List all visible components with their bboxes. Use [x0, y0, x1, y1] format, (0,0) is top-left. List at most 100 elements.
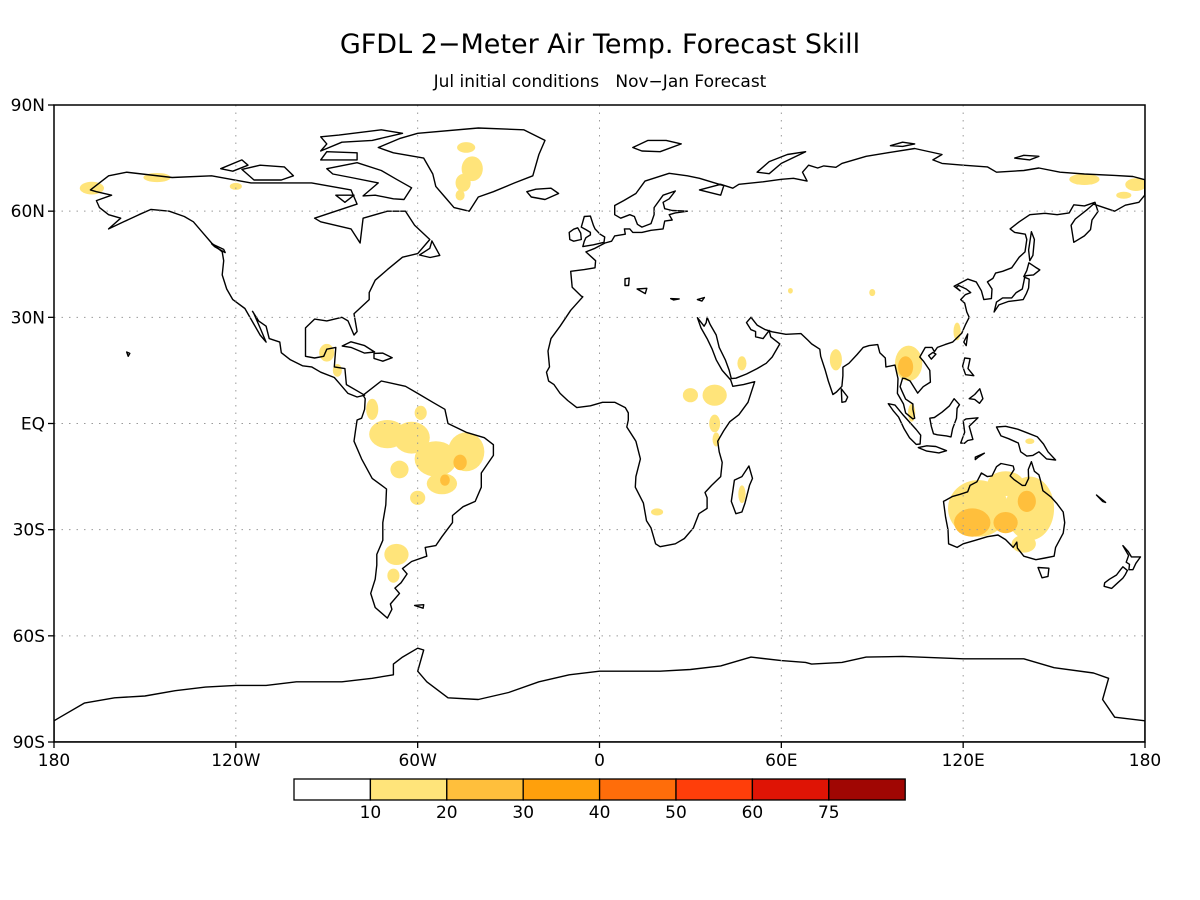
coastline-newfoundland [418, 240, 441, 259]
coastline-sumatra [887, 403, 922, 446]
skill-region-amazon-central [393, 421, 430, 454]
legend-label: 20 [436, 803, 458, 823]
coastline-southampton-island [335, 194, 355, 203]
skill-region-greenland-southwest [455, 189, 465, 201]
coastline-baffin-island [326, 162, 413, 201]
coastline-svalbard [632, 139, 682, 153]
skill-region-brazil-south-core [440, 474, 450, 486]
coastline-new-zealand-north [1122, 544, 1142, 571]
coastline-crete [670, 297, 680, 301]
skill-region-brazil-central [414, 441, 458, 477]
legend-label: 60 [742, 803, 764, 823]
coastline-victoria-island [241, 164, 295, 181]
skill-region-iran [788, 287, 793, 294]
skill-region-australia-central-core [993, 511, 1018, 534]
coastline-sicily [636, 287, 648, 295]
skill-region-greenland-north [457, 142, 476, 153]
skill-region-australia-north [987, 471, 1024, 497]
legend-label: 10 [360, 803, 382, 823]
skill-region-india [829, 349, 842, 371]
skill-region-greenland-south [455, 174, 471, 192]
coastline-falklands [413, 604, 425, 609]
legend-label: 75 [818, 803, 840, 823]
coastline-cuba [341, 341, 376, 354]
coastline-antarctica [54, 647, 1145, 742]
skill-region-patagonia [384, 543, 409, 566]
legend-label: 40 [589, 803, 611, 823]
legend-swatch [675, 778, 754, 801]
coastline-devon-island [320, 151, 358, 161]
skill-region-colombia [366, 398, 379, 420]
coastline-java [917, 445, 948, 454]
coastline-banks-island [220, 159, 249, 172]
skill-region-canada-north-mid [229, 182, 242, 190]
coastline-hainan [927, 351, 937, 360]
legend-swatch [751, 778, 830, 801]
lon-label: 120W [211, 751, 260, 771]
lon-label: 60E [765, 751, 797, 771]
coastline-novaya-zemlya [756, 151, 807, 175]
coastline-taiwan [963, 333, 969, 347]
coastline-great-britain [580, 215, 606, 248]
lat-label: 60S [13, 627, 45, 647]
lat-label: 60N [11, 202, 45, 222]
skill-region-paraguay [410, 490, 426, 505]
skill-region-greenland-east [461, 156, 483, 182]
coastline-timor [974, 452, 986, 461]
coastline-iceland [526, 187, 560, 201]
coastline-sulawesi [960, 417, 979, 444]
coastline-sri-lanka [840, 388, 849, 403]
map-area [54, 105, 1145, 742]
coastline-hispaniola [373, 352, 393, 362]
coastline-hokkaido [1023, 262, 1041, 278]
skill-region-australia-sw-core [954, 508, 991, 537]
gridline-layer [54, 105, 1145, 742]
chart-subtitle: Jul initial conditions Nov−Jan Forecast [433, 72, 767, 92]
lon-label: 0 [594, 751, 605, 771]
legend-swatch [293, 778, 372, 801]
skill-region-new-guinea-skill [1025, 438, 1035, 445]
skill-region-central-africa [682, 388, 698, 403]
coastline-sardinia [624, 277, 630, 287]
skill-shading-layer [79, 142, 1145, 583]
skill-region-tibet [869, 289, 876, 297]
color-legend: 10 20 30 40 50 60 75 [293, 778, 906, 823]
longitude-labels: 180 120W 60W 0 60E 120E 180 [38, 751, 1161, 771]
axis-ticks [48, 104, 1146, 748]
coastline-new-siberian-islands [1014, 154, 1040, 161]
lon-label: 60W [398, 751, 437, 771]
legend-label: 30 [512, 803, 534, 823]
legend-swatch [522, 778, 601, 801]
skill-region-brazil-east-core [453, 454, 467, 471]
coastline-madagascar [730, 465, 754, 515]
chart-title: GFDL 2−Meter Air Temp. Forecast Skill [340, 29, 860, 60]
coastline-north-america [89, 171, 431, 398]
coastline-luzon [961, 357, 975, 377]
lat-label: 90S [13, 733, 45, 753]
skill-region-madagascar-skill [738, 485, 746, 504]
lat-label: EQ [21, 415, 45, 435]
coastline-japan [993, 276, 1030, 313]
coastline-new-zealand-south [1103, 566, 1129, 590]
skill-region-siberia-east [1069, 173, 1100, 185]
coastline-new-caledonia [1095, 494, 1107, 504]
coastline-ellesmere-island [320, 129, 404, 152]
skill-region-ethiopia [702, 384, 727, 406]
lat-label: 90N [11, 96, 45, 116]
coastline-greenland [377, 127, 546, 212]
coastline-mindanao [968, 388, 984, 404]
lon-label: 120E [942, 751, 985, 771]
legend-swatch [828, 778, 906, 801]
skill-region-australia-ne-core [1017, 490, 1036, 512]
coastline-cyprus [696, 296, 706, 302]
coastline-vancouver-island [210, 243, 226, 254]
skill-region-argentina-south [387, 568, 400, 583]
skill-region-mexico [319, 343, 335, 362]
lon-label: 180 [38, 751, 70, 771]
coastline-layer [54, 127, 1145, 742]
skill-region-indochina-core [898, 356, 914, 378]
skill-region-arabia-south [737, 356, 747, 371]
coastline-borneo [929, 398, 961, 438]
skill-region-bolivia [390, 460, 409, 479]
